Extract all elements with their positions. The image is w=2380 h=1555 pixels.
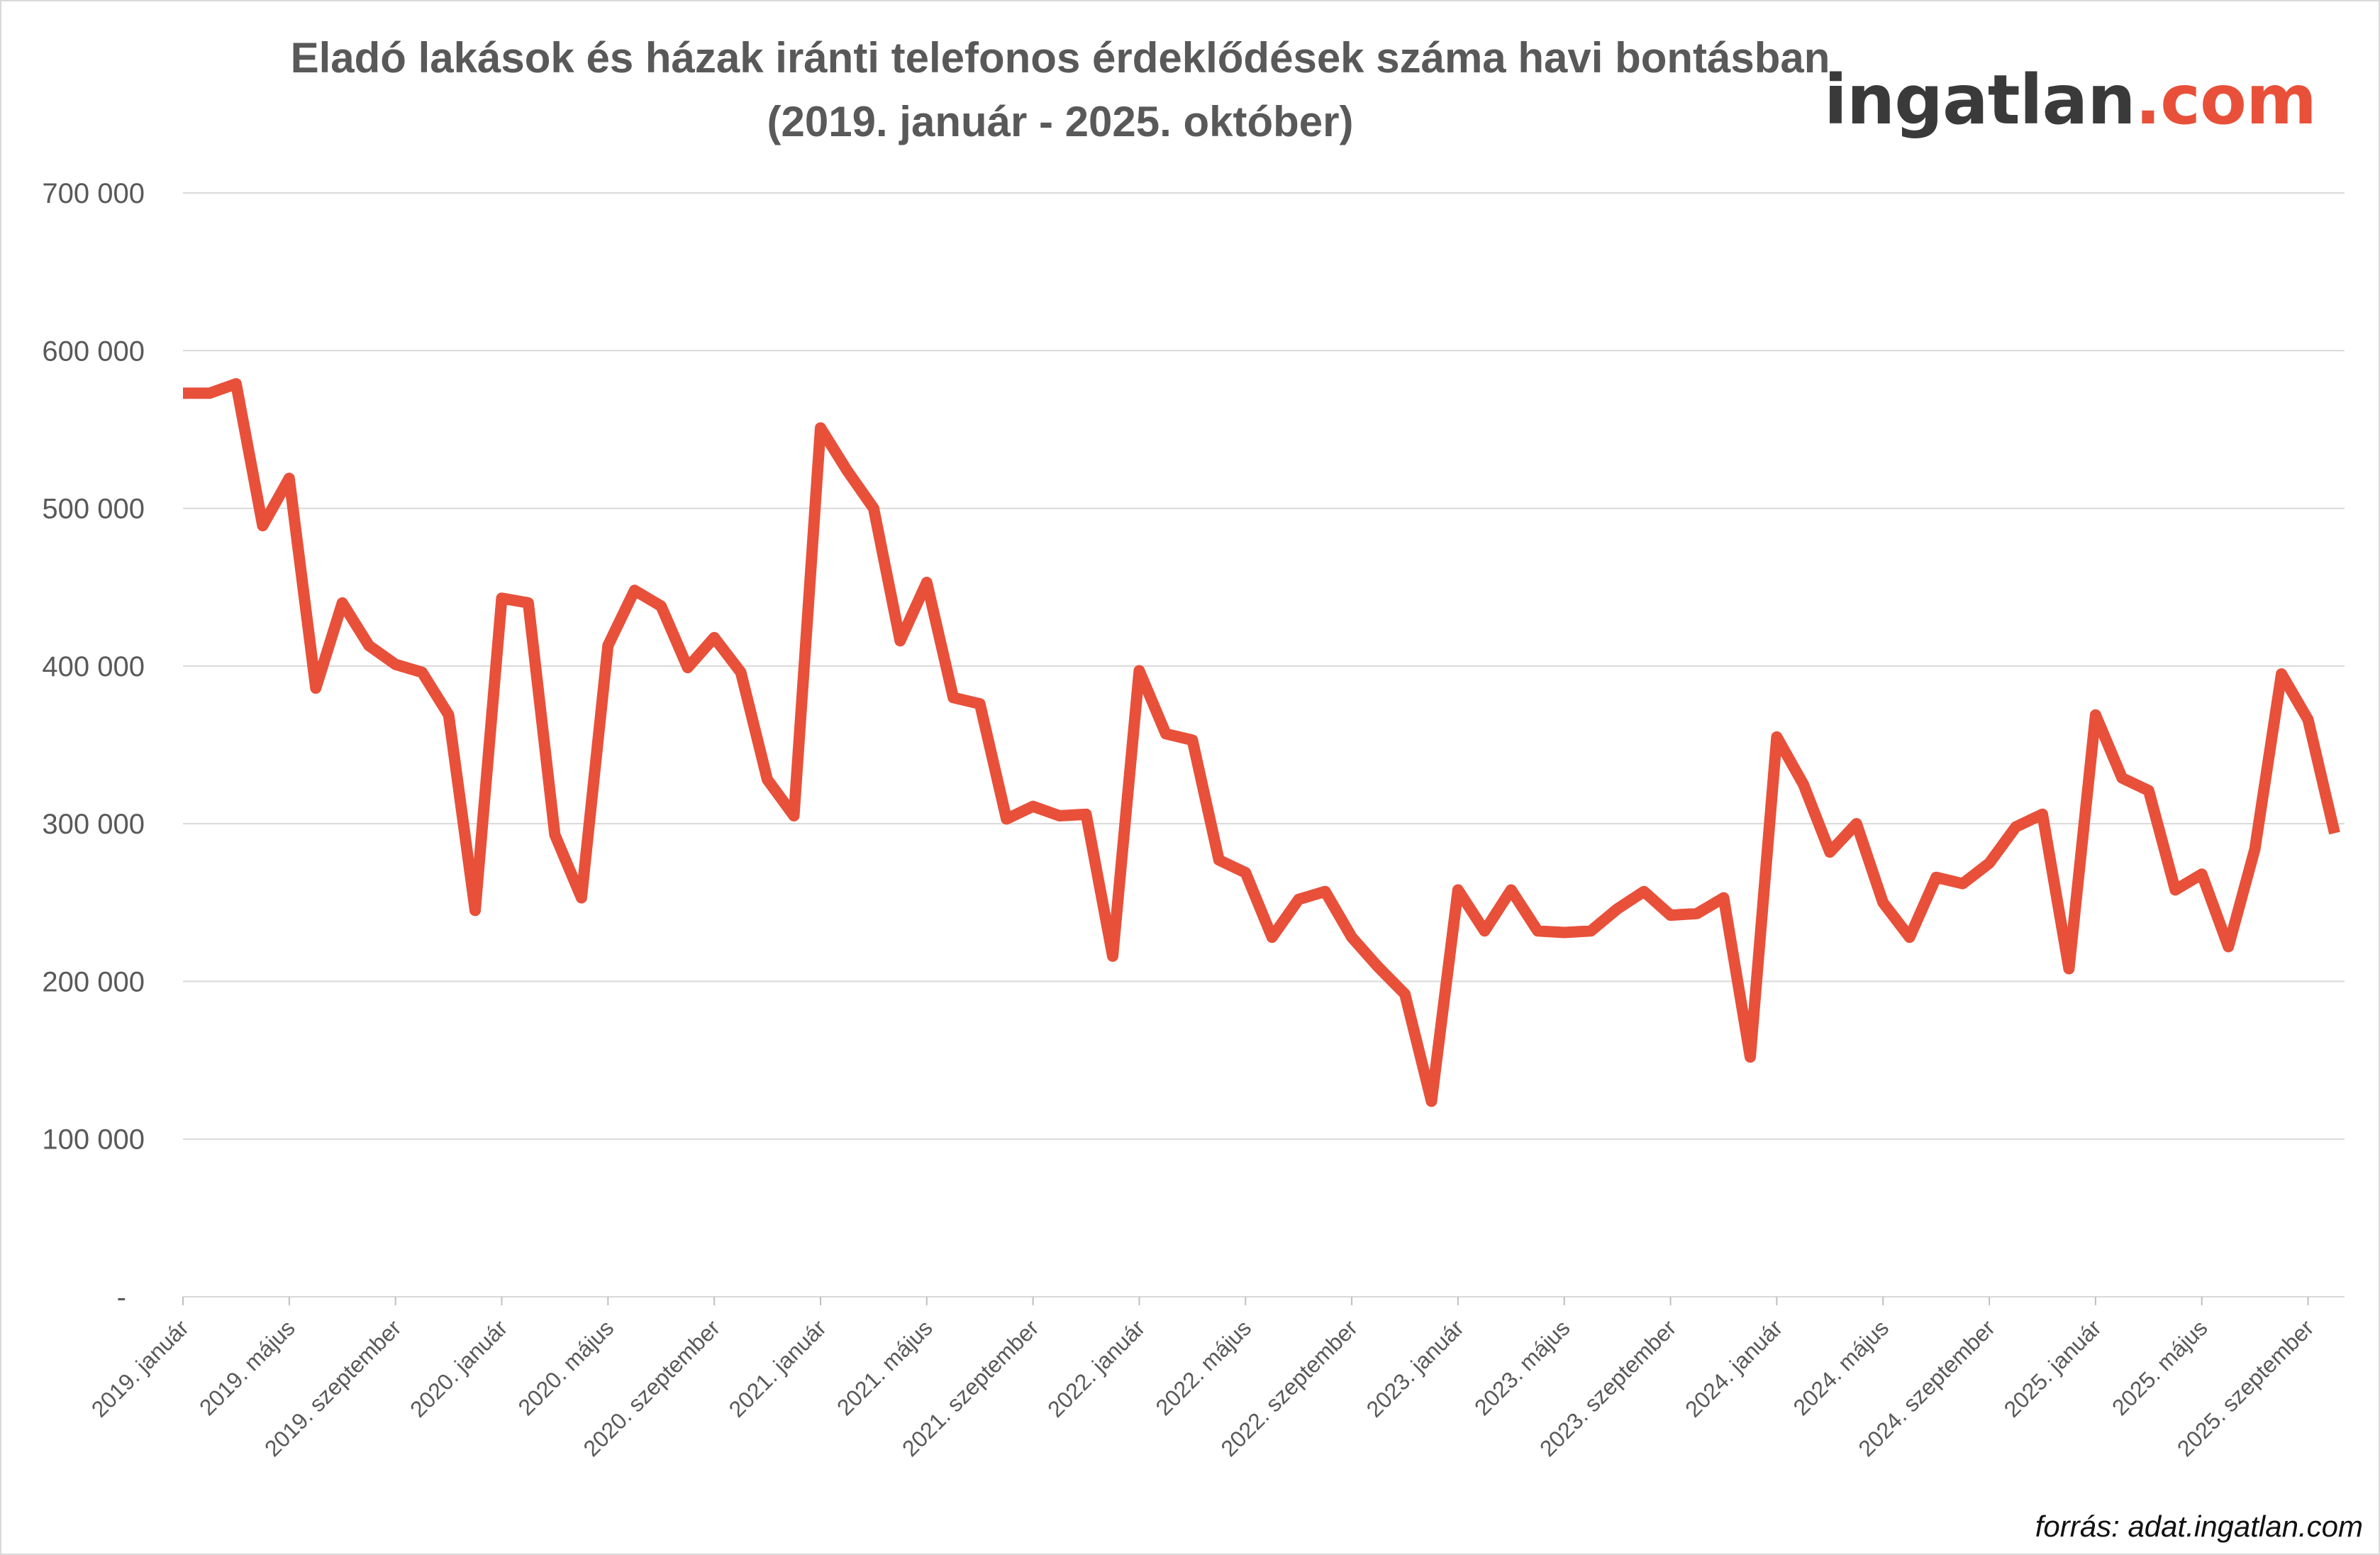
x-tick-label: 2023. január	[1362, 1315, 1469, 1422]
y-axis-ticks: - 100 000 200 000 300 000 400 000 500 000 600 …	[42, 178, 145, 1313]
x-tick-label: 2020. január	[405, 1315, 513, 1422]
x-tick-label: 2022. január	[1042, 1315, 1150, 1422]
x-tick-label: 2023. május	[1469, 1315, 1575, 1420]
y-tick-label: 500 000	[42, 494, 145, 525]
x-tick-label: 2020. május	[513, 1315, 619, 1420]
y-tick-label: -	[117, 1282, 126, 1313]
series-line-0	[183, 378, 2340, 1107]
gridlines	[183, 192, 2345, 1140]
chart-subtitle: (2019. január - 2025. október)	[767, 98, 1354, 145]
x-tick-label: 2025. május	[2107, 1315, 2213, 1420]
y-tick-label: 600 000	[42, 336, 145, 367]
x-tick-label: 2022. május	[1150, 1315, 1256, 1420]
y-tick-label: 700 000	[42, 178, 145, 209]
y-tick-label: 100 000	[42, 1124, 145, 1156]
x-tick-label: 2024. január	[1680, 1315, 1788, 1422]
x-tick-label: 2021. január	[724, 1315, 832, 1422]
logo-text-main: ingatlan	[1823, 60, 2136, 140]
x-tick-label: 2024. május	[1788, 1315, 1894, 1420]
x-tick-label: 2019. május	[194, 1315, 300, 1420]
source-note: forrás: adat.ingatlan.com	[2035, 1510, 2363, 1543]
x-tick-label: 2019. január	[87, 1315, 194, 1422]
y-tick-label: 300 000	[42, 809, 145, 840]
series-layer	[183, 378, 2340, 1107]
x-tick-label: 2025. január	[1999, 1315, 2107, 1422]
y-tick-label: 400 000	[42, 651, 145, 682]
x-tick-label: 2021. május	[832, 1315, 938, 1420]
y-tick-label: 200 000	[42, 966, 145, 997]
ingatlan-logo: ingatlan.com	[1823, 60, 2317, 140]
logo-text-accent: .com	[2135, 60, 2317, 140]
x-axis	[182, 1296, 2345, 1305]
chart-title: Eladó lakások és házak iránti telefonos …	[290, 34, 1830, 82]
